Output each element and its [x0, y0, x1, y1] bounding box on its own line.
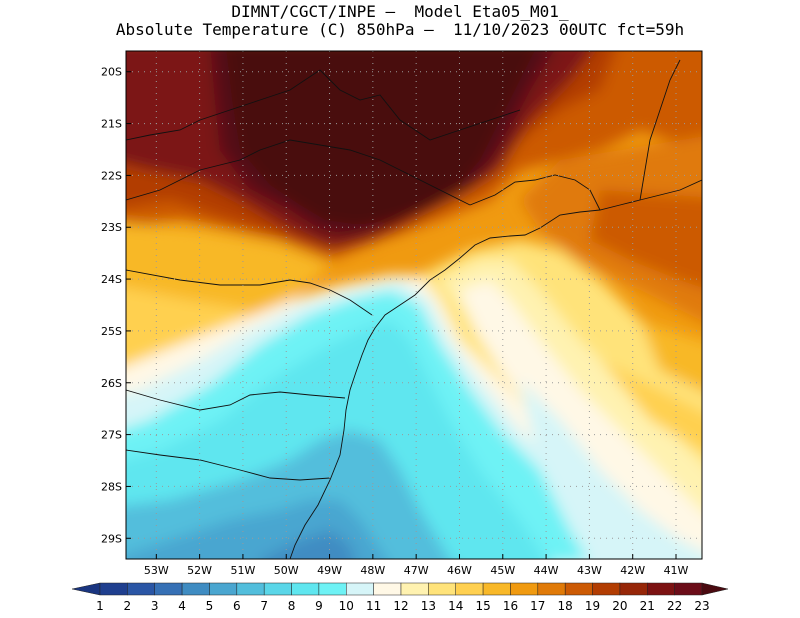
colorbar-label: 4	[178, 599, 186, 613]
colorbar-label: 17	[530, 599, 545, 613]
lat-label: 20S	[101, 66, 122, 79]
colorbar-segment	[647, 582, 675, 596]
colorbar-segment	[181, 582, 210, 596]
lon-label: 45W	[490, 564, 515, 577]
colorbar-label: 21	[640, 599, 655, 613]
lon-label: 43W	[577, 564, 602, 577]
lat-label: 28S	[101, 480, 122, 493]
colorbar-label: 5	[206, 599, 214, 613]
river-line	[126, 69, 321, 141]
lat-label: 25S	[101, 325, 122, 338]
state-boundary-pr-sc	[126, 389, 346, 411]
colorbar-segment	[99, 582, 128, 596]
colorbar-segment	[373, 582, 402, 596]
colorbar-under-arrow	[71, 582, 101, 596]
state-boundary-mg-sp	[126, 139, 471, 206]
colorbar-segment	[510, 582, 539, 596]
colorbar-over-arrow	[701, 582, 729, 596]
colorbar-segment	[564, 582, 593, 596]
colorbar-label: 8	[288, 599, 296, 613]
colorbar-label: 23	[694, 599, 709, 613]
colorbar-label: 10	[339, 599, 354, 613]
colorbar-label: 9	[315, 599, 323, 613]
colorbar-segment	[592, 582, 621, 596]
state-boundary-mg-es	[639, 59, 681, 201]
map-boundaries	[126, 59, 702, 559]
map-frame	[125, 50, 703, 560]
colorbar-label: 14	[448, 599, 463, 613]
lon-label: 48W	[360, 564, 385, 577]
colorbar-label: 1	[96, 599, 104, 613]
temperature-field	[126, 51, 702, 559]
colorbar-label: 2	[124, 599, 132, 613]
colorbar-segment	[291, 582, 320, 596]
colorbar-segment	[455, 582, 484, 596]
state-boundary-rj-mg	[469, 174, 601, 211]
colorbar-segment	[154, 582, 183, 596]
colorbar-label: 20	[612, 599, 627, 613]
colorbar-segment	[209, 582, 238, 596]
colorbar-label: 18	[558, 599, 573, 613]
colorbar-segment	[127, 582, 155, 596]
colorbar-segment	[263, 582, 292, 596]
colorbar-labels: 1 2 3 4 5 6 7 8 9 10 11 12 13 14 15 16 17 18 19 20 21 22 23	[96, 599, 709, 613]
colorbar-label: 11	[366, 599, 381, 613]
colorbar-segment	[236, 582, 265, 596]
lon-label: 50W	[274, 564, 299, 577]
lon-label: 42W	[620, 564, 645, 577]
lon-label: 41W	[664, 564, 689, 577]
colorbar-segment	[619, 582, 648, 596]
colorbar-label: 3	[151, 599, 159, 613]
colorbar-segment	[346, 582, 374, 596]
lat-label: 27S	[101, 429, 122, 442]
lat-label: 29S	[101, 532, 122, 545]
lat-label: 26S	[101, 377, 122, 390]
colorbar-segment	[537, 582, 566, 596]
lon-label: 47W	[404, 564, 429, 577]
colorbar-segment	[400, 582, 429, 596]
lat-label: 24S	[101, 273, 122, 286]
lon-label: 44W	[534, 564, 559, 577]
lon-label: 46W	[447, 564, 472, 577]
colorbar-label: 7	[260, 599, 268, 613]
longitude-labels: 53W 52W 51W 50W 49W 48W 47W 46W 45W 44W 43W 42W 41W	[144, 554, 689, 577]
state-boundary-sp-pr	[126, 269, 373, 316]
colorbar-segment	[482, 582, 511, 596]
lat-label: 21S	[101, 118, 122, 131]
colorbar-label: 19	[585, 599, 600, 613]
colorbar-segment	[318, 582, 347, 596]
chart-title-line1: DIMNT/CGCT/INPE – Model Eta05_M01_	[231, 2, 569, 21]
lat-label: 22S	[101, 169, 122, 182]
state-boundary-sc-rs	[126, 449, 331, 481]
chart-title-line2: Absolute Temperature (C) 850hPa – 11/10/…	[115, 20, 685, 39]
lon-label: 51W	[230, 564, 255, 577]
lon-label: 52W	[187, 564, 212, 577]
latitude-labels: 20S 21S 22S 23S 24S 25S 26S 27S 28S 29S	[101, 66, 131, 545]
colorbar-label: 12	[393, 599, 408, 613]
colorbar-label: 13	[421, 599, 436, 613]
colorbar-label: 6	[233, 599, 241, 613]
colorbar-label: 22	[667, 599, 682, 613]
lat-label: 23S	[101, 221, 122, 234]
grid-lines	[126, 51, 702, 559]
lon-label: 49W	[317, 564, 342, 577]
colorbar	[71, 582, 729, 596]
colorbar-label: 16	[503, 599, 518, 613]
colorbar-segment	[428, 582, 456, 596]
colorbar-label: 15	[475, 599, 490, 613]
lon-label: 53W	[144, 564, 169, 577]
colorbar-segment	[674, 582, 703, 596]
coastline	[289, 179, 702, 559]
